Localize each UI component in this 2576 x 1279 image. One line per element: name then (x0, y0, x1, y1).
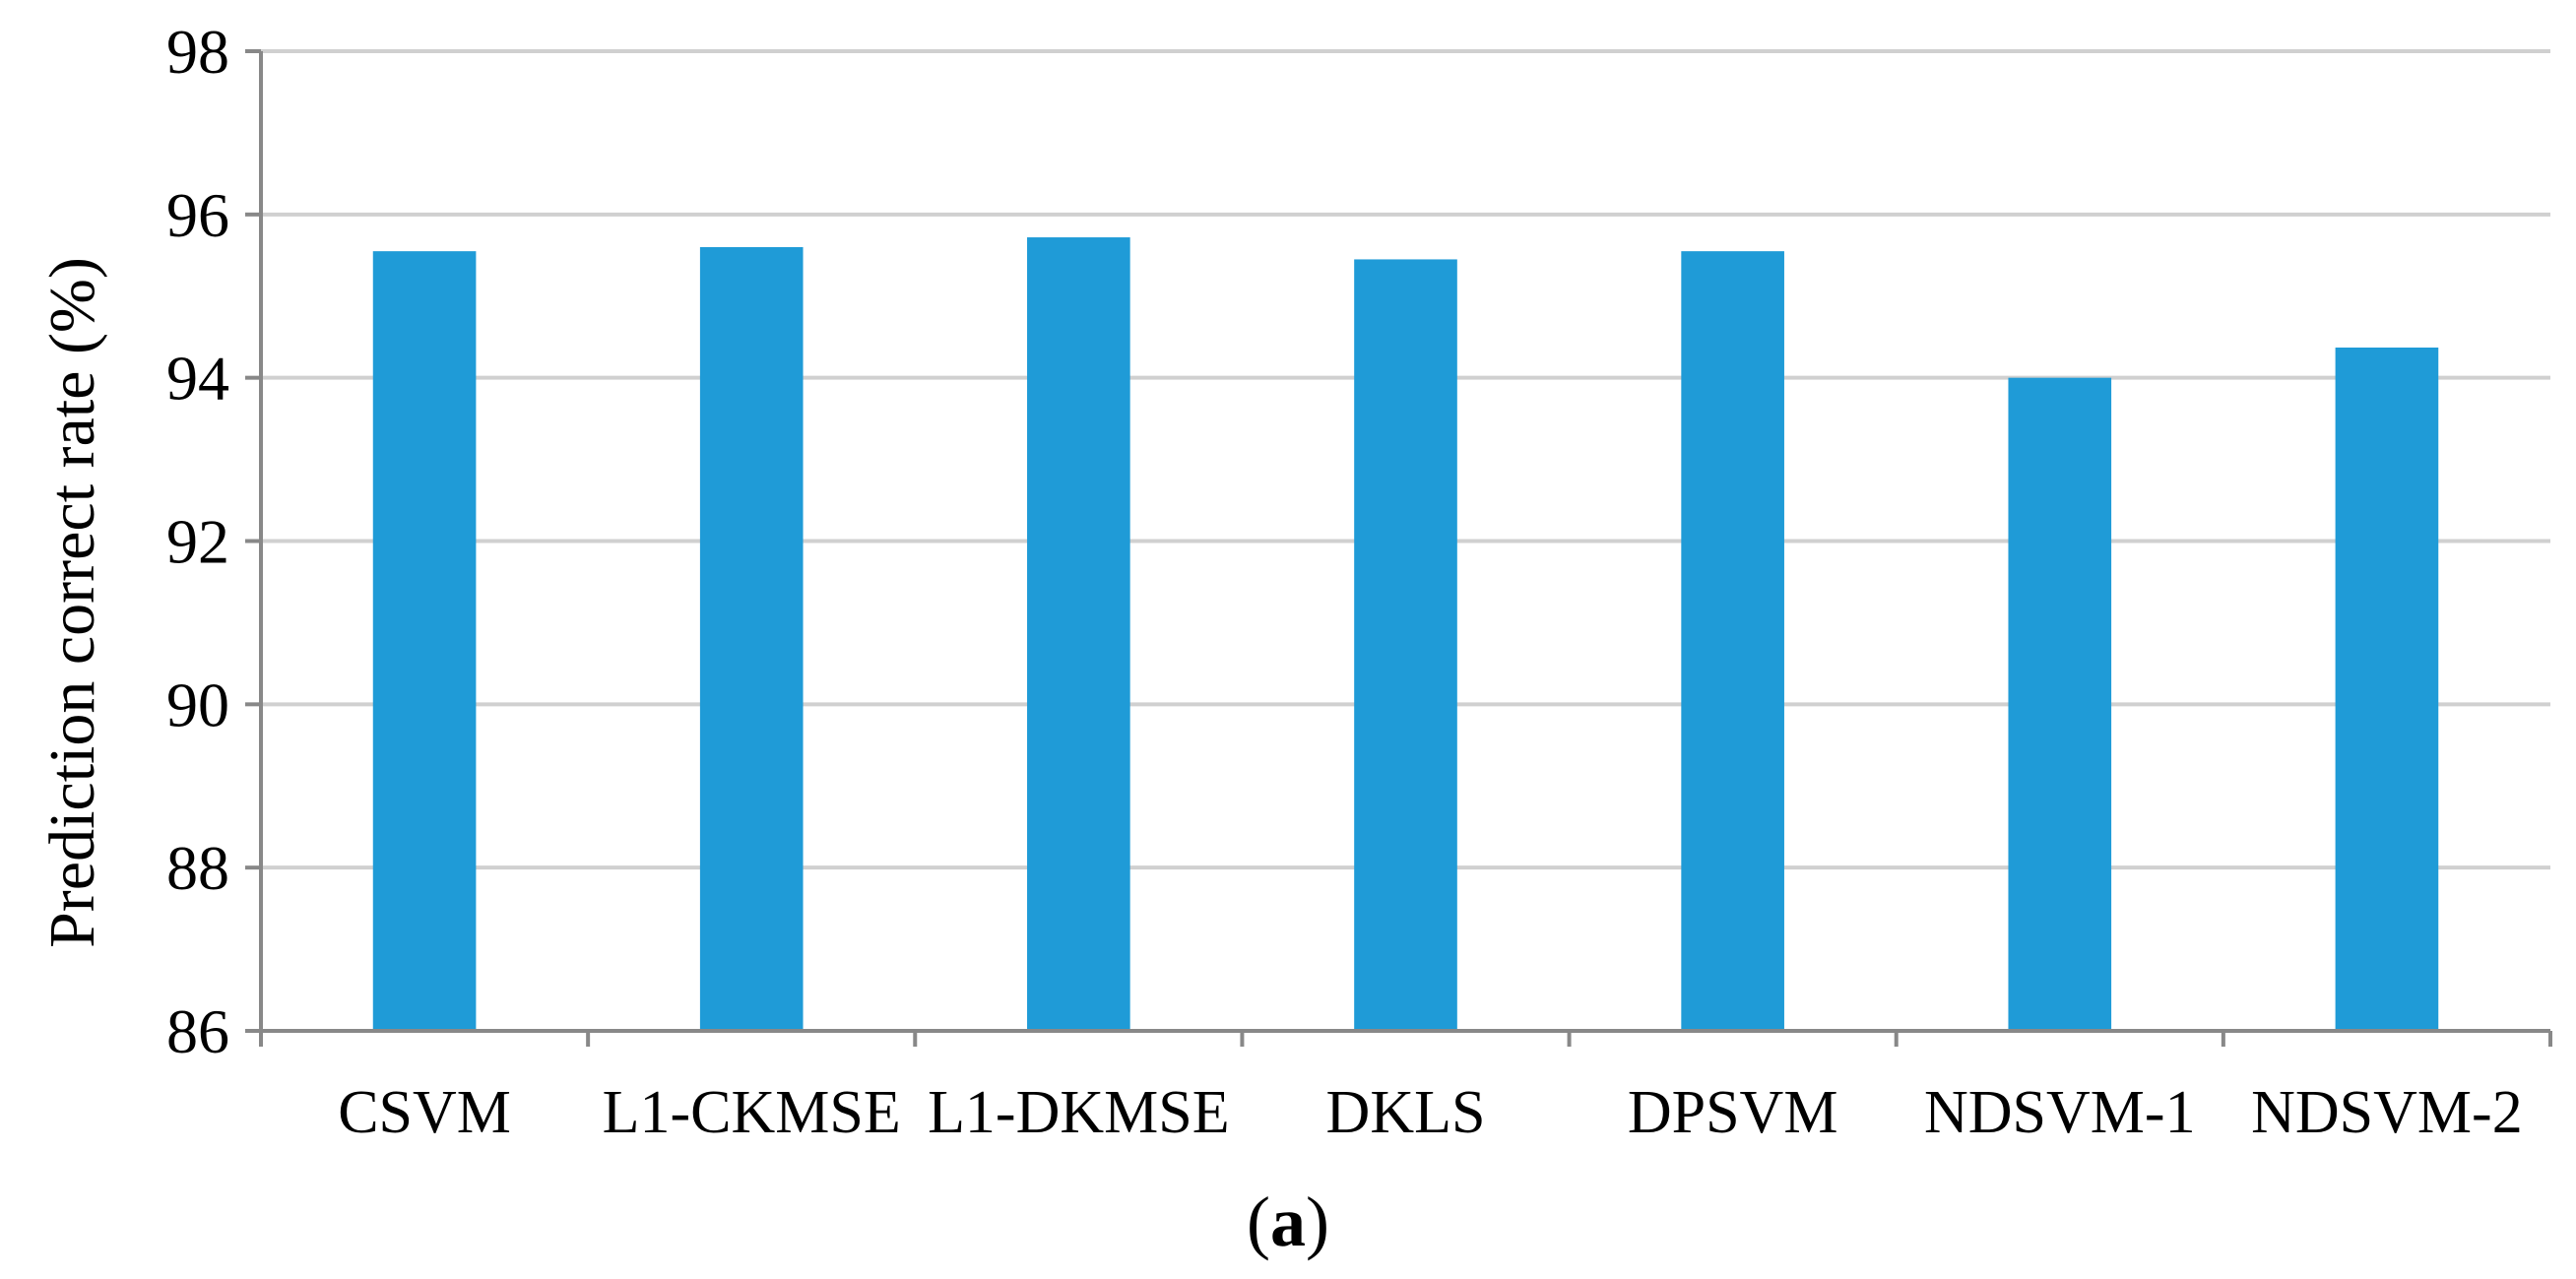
y-tick-label: 96 (166, 180, 229, 250)
y-axis-title: Prediction correct rate (%) (36, 257, 108, 948)
y-tick-label: 90 (166, 670, 229, 739)
x-tick-label: CSVM (338, 1079, 511, 1146)
x-tick-labels: CSVM L1-CKMSE L1-DKMSE DKLS DPSVM NDSVM-1 NDSV… (259, 1031, 2552, 1146)
x-tick-label: NDSVM-2 (2251, 1079, 2523, 1146)
y-tick-label: 88 (166, 833, 229, 903)
x-tick-label: DKLS (1326, 1079, 1486, 1146)
bar-csvm (372, 251, 477, 1032)
y-tick-label: 94 (166, 344, 229, 414)
y-tick-labels: 86 88 90 92 94 96 98 (166, 17, 261, 1066)
bar-ndsvm-2 (2335, 347, 2439, 1031)
bar-ndsvm-1 (2008, 377, 2112, 1032)
bar-l1-ckmse (699, 247, 804, 1031)
figure-caption: (a) (1247, 1183, 1329, 1261)
x-tick-label: L1-CKMSE (603, 1079, 901, 1146)
bar-dpsvm (1681, 251, 1784, 1032)
bar-l1-dkmse (1027, 237, 1130, 1032)
caption-open: ( (1247, 1183, 1270, 1261)
bars (372, 237, 2439, 1032)
caption-close: ) (1306, 1183, 1329, 1261)
x-tick-label: L1-DKMSE (928, 1079, 1230, 1146)
y-tick-label: 92 (166, 507, 229, 577)
bar-dkls (1354, 259, 1457, 1031)
y-tick-label: 98 (166, 17, 229, 87)
caption-letter: a (1270, 1183, 1306, 1261)
x-tick-label: NDSVM-1 (1924, 1079, 2196, 1146)
y-tick-label: 86 (166, 996, 229, 1066)
x-tick-label: DPSVM (1628, 1079, 1838, 1146)
